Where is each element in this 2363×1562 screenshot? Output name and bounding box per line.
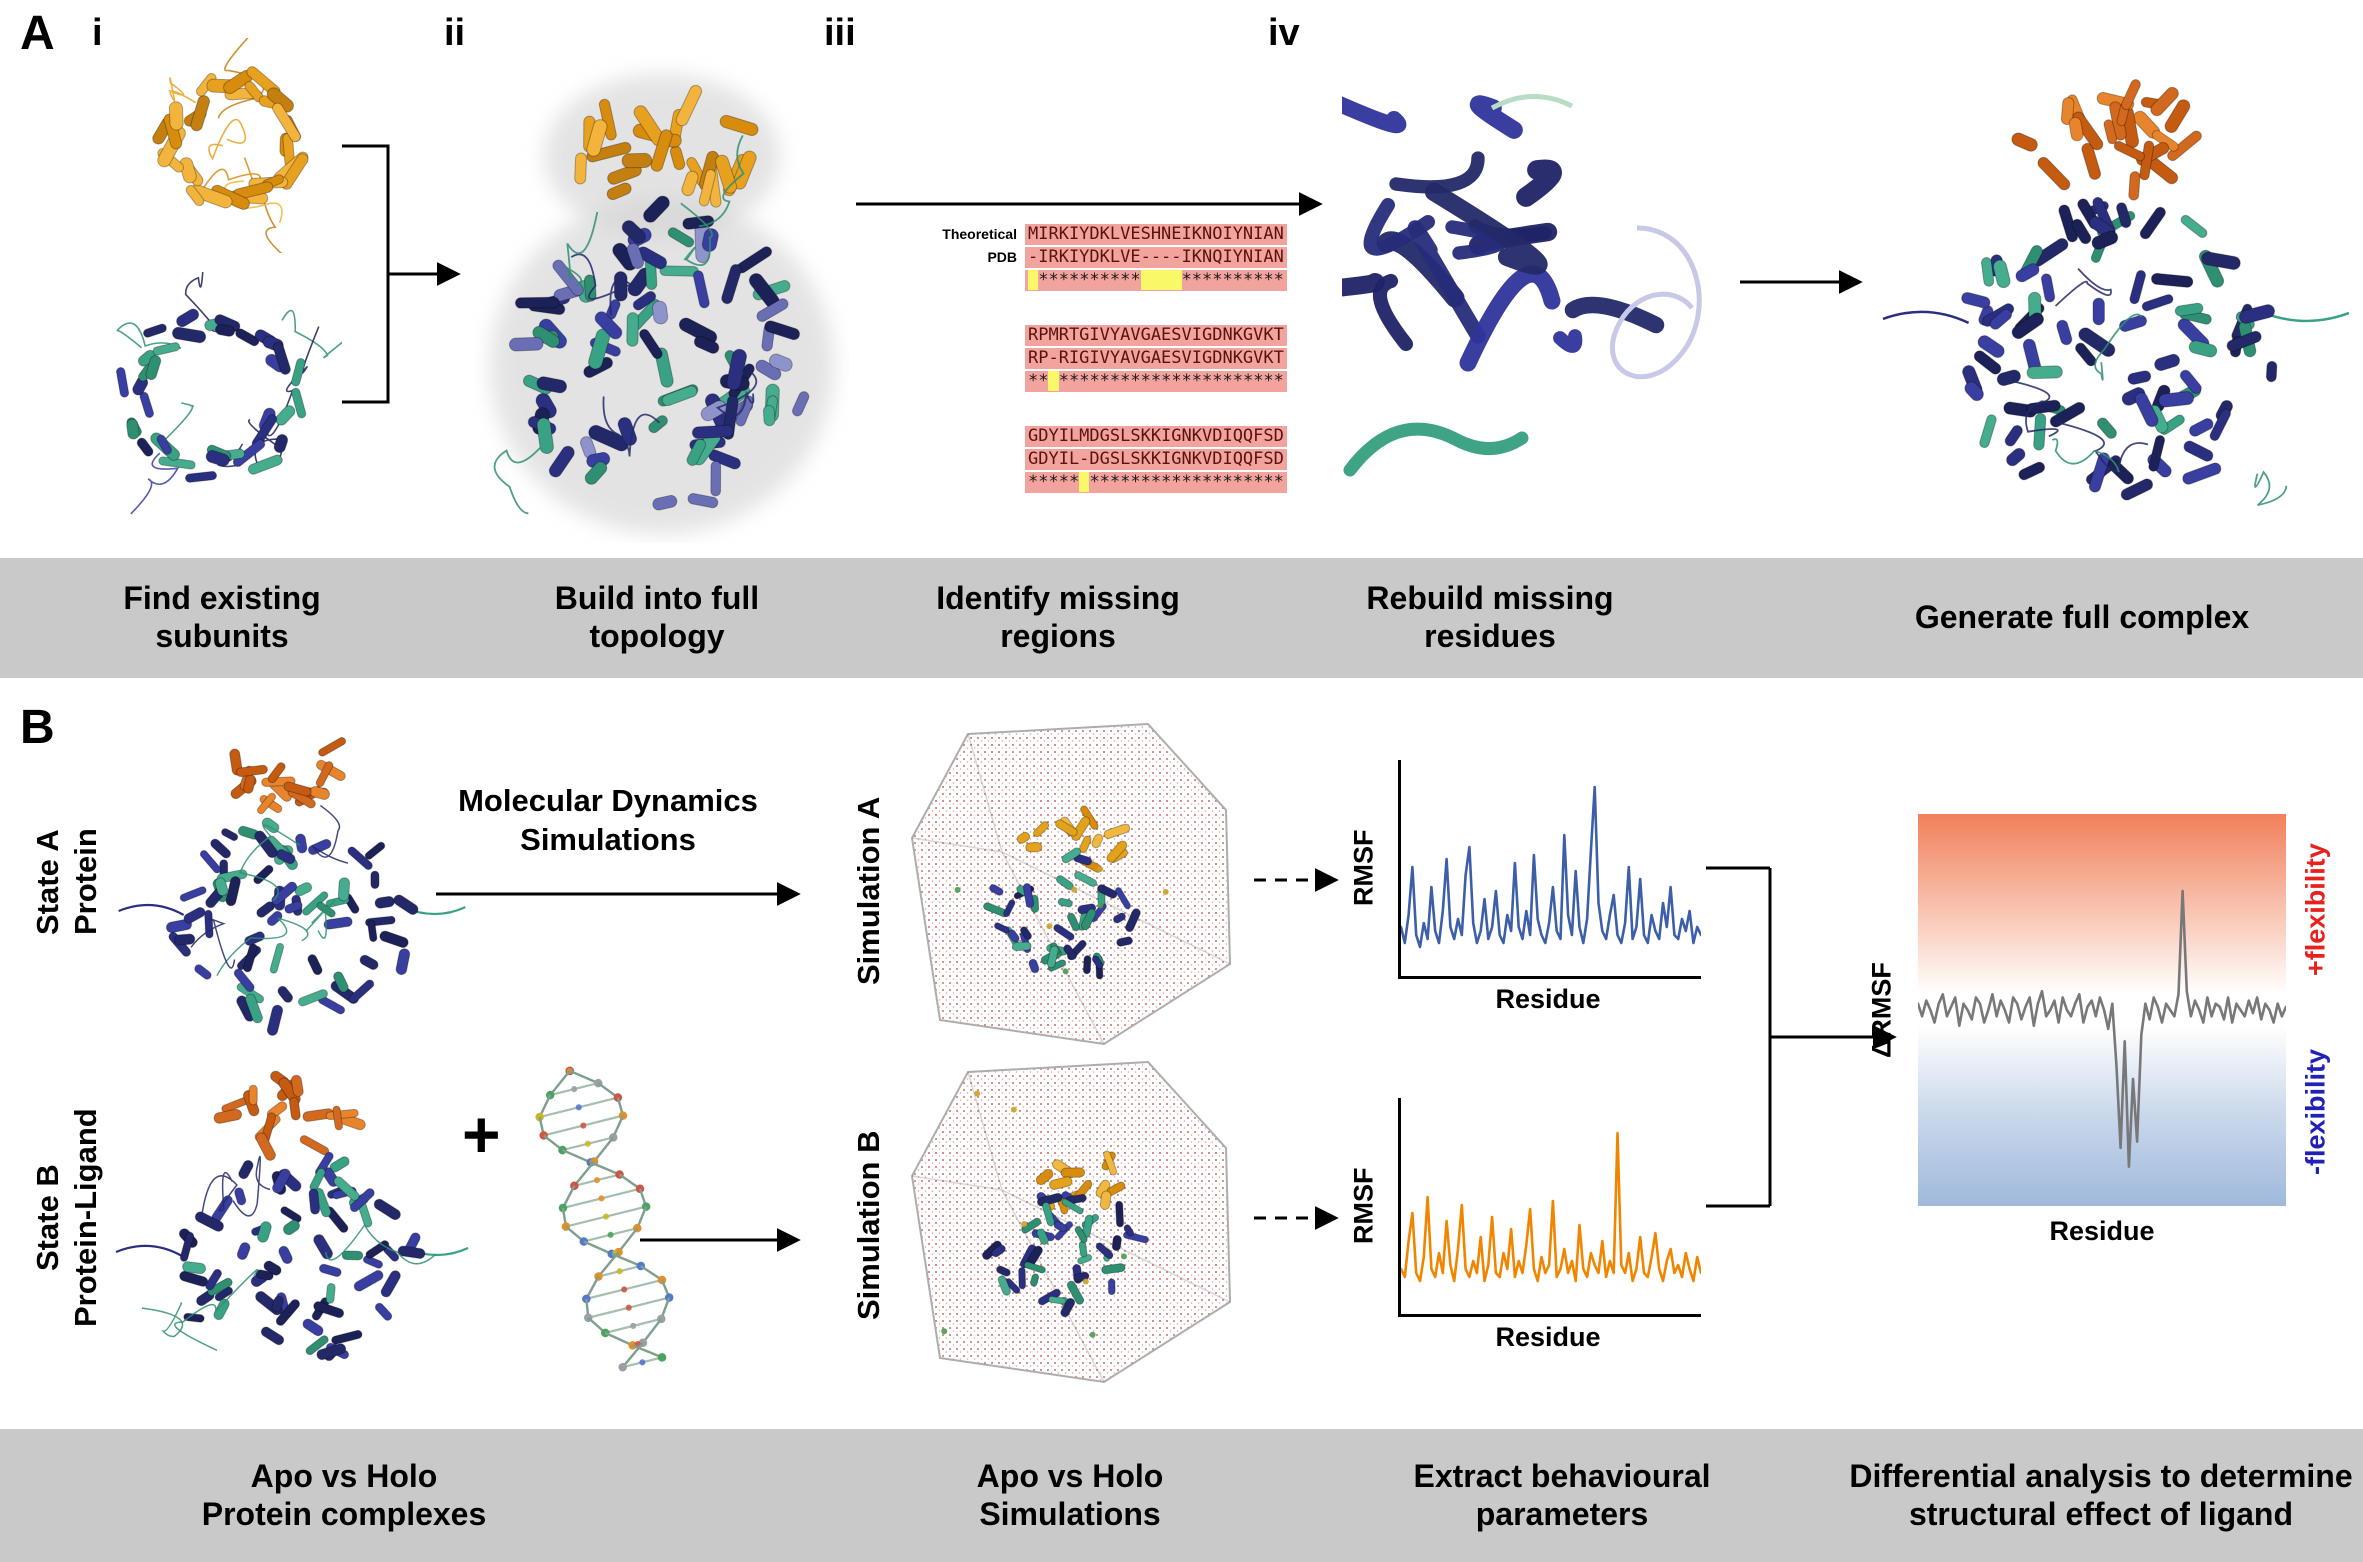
structure-full-topology (490, 74, 834, 534)
step-ii-numeral: ii (444, 12, 466, 54)
plus-sign: + (462, 1097, 501, 1171)
protein-ligand-label: Protein-Ligand (68, 1108, 103, 1328)
panel-a-label: A (20, 7, 55, 60)
caption-find-subunits: Find existing subunits (123, 580, 321, 654)
structure-ring-subunit (115, 272, 342, 515)
caption-identify-regions: Identify missing regions (936, 580, 1180, 654)
simulation-a-label: Simulation A (851, 796, 886, 986)
structure-protein-apo (118, 737, 466, 1036)
rmsf-b-ylabel: RMSF (1348, 1167, 1379, 1245)
sequence-alignment: Theoretical MIRKIYDKLVESHNEIKNOIYNIAN PDB… (905, 224, 1287, 527)
rmsf-a-xlabel: Residue (1495, 984, 1601, 1014)
caption-apo-holo-simulations: Apo vs Holo Simulations (976, 1457, 1164, 1532)
plus-flexibility-label: +flexibility (2300, 843, 2331, 977)
rmsf-a-ylabel: RMSF (1348, 829, 1379, 907)
caption-extract-parameters: Extract behavioural parameters (1413, 1457, 1711, 1532)
dna-ligand (535, 1066, 674, 1372)
delta-rmsf-xlabel: Residue (2049, 1216, 2155, 1246)
md-simulations-label: Molecular Dynamics Simulations (458, 783, 758, 857)
bracket-rmsf-plots (1706, 866, 1772, 1208)
step-iv-numeral: iv (1268, 12, 1300, 54)
alignment-sequence: GDYIL-DGSLSKKIGNKVDIQQFSD (1025, 449, 1287, 470)
alignment-row-label: Theoretical (942, 226, 1017, 242)
step-iii-numeral: iii (824, 12, 856, 54)
panel-b-caption-band (0, 1429, 2363, 1562)
alignment-block-1: Theoretical MIRKIYDKLVESHNEIKNOIYNIAN PDB… (905, 224, 1287, 291)
caption-rebuild-residues: Rebuild missing residues (1366, 580, 1614, 654)
panel-b-label: B (20, 701, 55, 754)
alignment-match-row: ** ********************** (1025, 371, 1287, 392)
simulation-box-b (910, 1060, 1232, 1384)
alignment-sequence: -IRKIYDKLVE----IKNQIYNIAN (1025, 247, 1287, 268)
simulation-box-a (910, 722, 1232, 1046)
structure-full-complex (1882, 79, 2350, 506)
alignment-sequence: GDYILMDGSLSKKIGNKVDIQQFSD (1025, 426, 1287, 447)
alignment-row-label: PDB (987, 249, 1017, 265)
alignment-match-row: ***** ******************* (1025, 472, 1287, 493)
simulation-b-label: Simulation B (851, 1130, 886, 1320)
caption-build-topology: Build into full topology (554, 580, 760, 654)
delta-rmsf-chart (1918, 814, 2286, 1206)
structure-protein-holo (115, 1070, 469, 1362)
alignment-match-row: ********** ********** (1025, 270, 1287, 291)
step-i-numeral: i (92, 12, 103, 54)
protein-label: Protein (68, 828, 103, 936)
state-a-label: State A (30, 829, 65, 935)
caption-differential-analysis: Differential analysis to determine struc… (1849, 1457, 2353, 1532)
caption-generate-complex: Generate full complex (1914, 599, 2250, 636)
panel-a-caption-band (0, 558, 2363, 678)
alignment-sequence: RP-RIGIVYAVGAESVIGDNKGVKT (1025, 348, 1287, 369)
alignment-block-2: RPMRTGIVYAVGAESVIGDNKGVKT RP-RIGIVYAVGAE… (905, 325, 1287, 392)
minus-flexibility-label: -flexibility (2300, 1048, 2331, 1176)
alignment-block-3: GDYILMDGSLSKKIGNKVDIQQFSD GDYIL-DGSLSKKI… (905, 426, 1287, 493)
delta-rmsf-ylabel: ΔRMSF (1866, 962, 1897, 1058)
structure-orange-subunit (152, 38, 309, 253)
rmsf-chart-b (1398, 1098, 1701, 1317)
alignment-sequence: MIRKIYDKLVESHNEIKNOIYNIAN (1025, 224, 1287, 245)
alignment-sequence: RPMRTGIVYAVGAESVIGDNKGVKT (1025, 325, 1287, 346)
rmsf-chart-a (1398, 760, 1701, 979)
rmsf-b-xlabel: Residue (1495, 1322, 1601, 1352)
structure-rebuilt-residues (1342, 94, 1702, 477)
caption-apo-holo-complexes: Apo vs Holo Protein complexes (201, 1457, 487, 1532)
state-b-label: State B (30, 1164, 65, 1272)
